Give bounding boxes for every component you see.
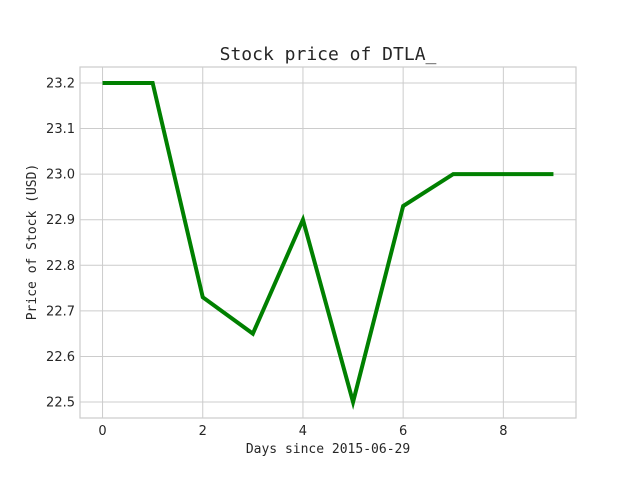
y-tick-labels: 22.5 22.6 22.7 22.8 22.9 23.0 23.1 23.2 — [46, 76, 75, 410]
x-axis-label: Days since 2015-06-29 — [246, 442, 410, 457]
y-axis-label: Price of Stock (USD) — [25, 164, 40, 321]
y-tick-label: 23.1 — [46, 122, 75, 137]
y-tick-label: 22.5 — [46, 396, 75, 411]
y-tick-label: 22.8 — [46, 259, 75, 274]
chart-title: Stock price of DTLA_ — [220, 44, 437, 65]
grid — [80, 67, 576, 418]
x-tick-label: 0 — [98, 424, 106, 439]
series-group — [102, 80, 554, 410]
x-tick-label: 8 — [499, 424, 507, 439]
x-tick-label: 6 — [399, 424, 407, 439]
x-tick-label: 2 — [199, 424, 207, 439]
x-tick-labels: 0 2 4 6 8 — [98, 424, 507, 439]
y-tick-label: 23.2 — [46, 76, 75, 91]
price-line — [102, 80, 554, 410]
plot-frame — [79, 66, 577, 419]
y-tick-label: 22.6 — [46, 350, 75, 365]
y-tick-label: 22.9 — [46, 213, 75, 228]
x-tick-label: 4 — [299, 424, 307, 439]
y-tick-label: 22.7 — [46, 304, 75, 319]
y-tick-label: 23.0 — [46, 168, 75, 183]
